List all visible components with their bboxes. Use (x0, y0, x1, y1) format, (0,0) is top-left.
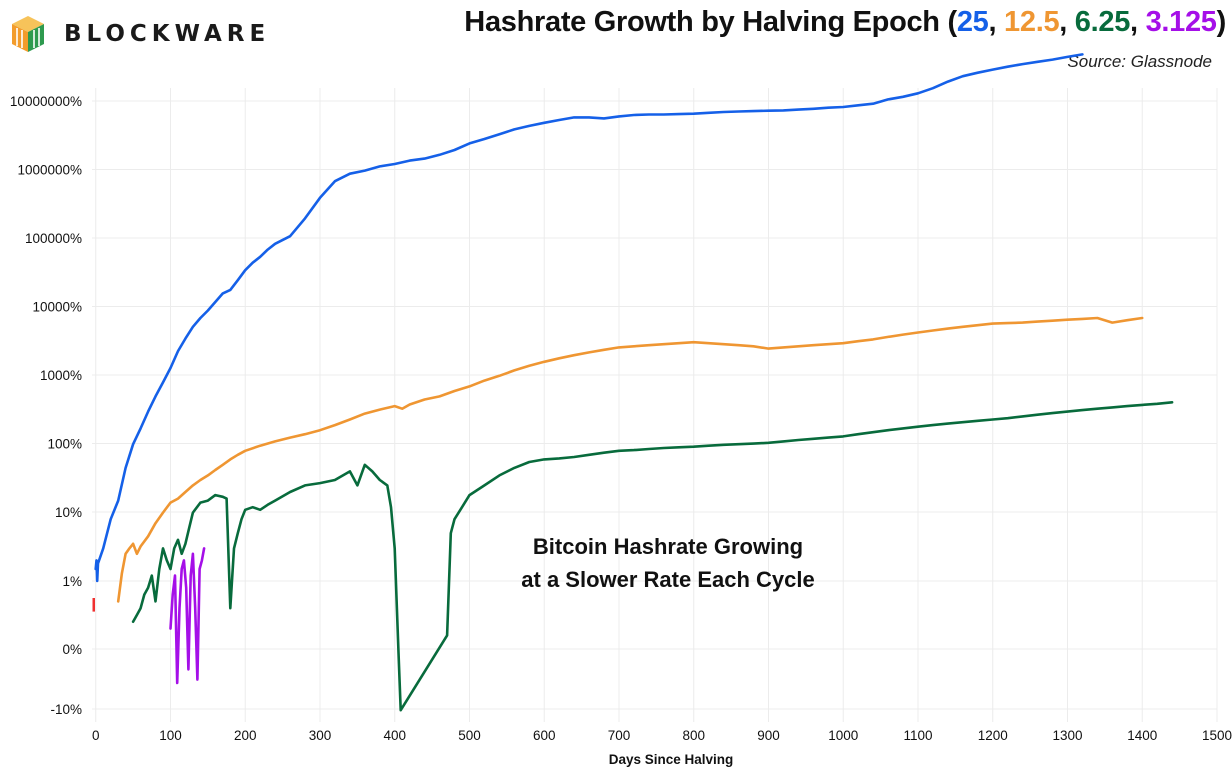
series-line-6-25 (131, 401, 1174, 712)
chart-grid (92, 88, 1218, 722)
blockware-logo-icon (12, 16, 44, 52)
y-tick-label: 1% (62, 574, 82, 589)
source-note: Source: Glassnode (1067, 52, 1212, 71)
x-axis-ticks: 0 100 200 300 400 500 600 700 800 900 1000 1100 1200… (92, 728, 1232, 743)
x-tick-label: 700 (608, 728, 631, 743)
title-suffix: ) (1216, 6, 1227, 38)
x-tick-label: 500 (458, 728, 481, 743)
x-tick-label: 1200 (978, 728, 1008, 743)
x-tick-label: 100 (159, 728, 182, 743)
title-series-3: 6.25 (1074, 6, 1131, 38)
blockware-logo: BLOCKWARE (10, 14, 270, 54)
annotation-line: at a Slower Rate Each Cycle (521, 567, 814, 592)
x-tick-label: 0 (92, 728, 100, 743)
x-tick-label: 400 (383, 728, 406, 743)
title-sep-1: , (988, 6, 1005, 38)
x-tick-label: 1100 (903, 728, 932, 743)
chart-title: Hashrate Growth by Halving Epoch (25, 12… (464, 6, 1226, 39)
x-tick-label: 900 (757, 728, 780, 743)
y-tick-label: 1000000% (17, 163, 82, 178)
x-tick-label: 1400 (1127, 728, 1157, 743)
y-tick-label: 0% (62, 642, 82, 657)
chart-series (92, 53, 1174, 712)
title-series-1: 25 (956, 6, 989, 38)
y-tick-label: 10% (55, 505, 82, 520)
x-axis-label: Days Since Halving (609, 752, 734, 767)
y-tick-label: 100000% (25, 231, 82, 246)
brand-name: BLOCKWARE (64, 21, 271, 47)
title-series-4: 3.125 (1145, 6, 1217, 38)
chart-annotation: Bitcoin Hashrate Growing at a Slower Rate… (521, 534, 814, 592)
series-line-12-5 (116, 316, 1144, 603)
title-prefix: Hashrate Growth by Halving Epoch ( (464, 6, 957, 38)
y-tick-label: 100% (47, 437, 82, 452)
x-tick-label: 1300 (1052, 728, 1082, 743)
series-line-25 (94, 53, 1084, 583)
title-sep-2: , (1059, 6, 1075, 38)
y-tick-label: 10000% (32, 300, 82, 315)
x-tick-label: 300 (309, 728, 332, 743)
y-axis-ticks: 10000000% 1000000% 100000% 10000% 1000% 100% 1… (10, 94, 82, 717)
x-tick-label: 800 (682, 728, 705, 743)
x-tick-label: 1500 (1202, 728, 1232, 743)
x-tick-label: 600 (533, 728, 556, 743)
x-tick-label: 200 (234, 728, 257, 743)
x-tick-label: 1000 (828, 728, 858, 743)
series-line-3-125 (169, 547, 206, 685)
y-tick-label: 1000% (40, 368, 82, 383)
title-series-2: 12.5 (1004, 6, 1060, 38)
y-tick-label: 10000000% (10, 94, 82, 109)
y-tick-label: -10% (50, 702, 82, 717)
annotation-line: Bitcoin Hashrate Growing (533, 534, 803, 559)
title-sep-3: , (1130, 6, 1146, 38)
